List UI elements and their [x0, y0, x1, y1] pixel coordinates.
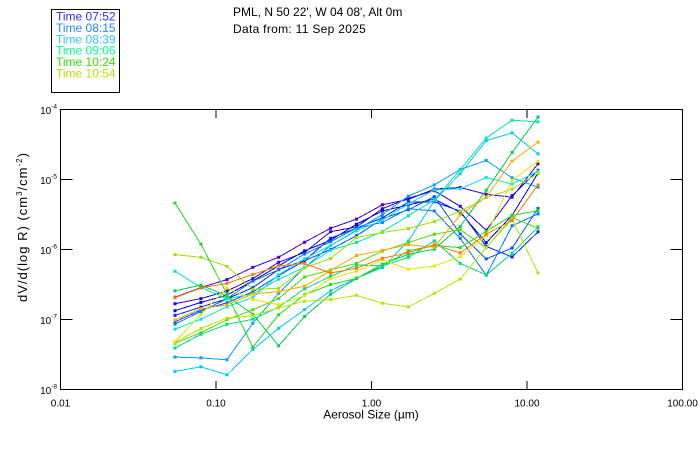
svg-text:1.00: 1.00	[362, 399, 382, 410]
svg-text:10.00: 10.00	[514, 399, 539, 410]
svg-text:Time 09:06: Time 09:06	[56, 44, 116, 58]
svg-text:0.01: 0.01	[51, 399, 71, 410]
svg-text:Time 10:24: Time 10:24	[56, 55, 116, 69]
svg-text:Time 08:15: Time 08:15	[56, 21, 116, 35]
svg-text:Aerosol Size (µm): Aerosol Size (µm)	[323, 408, 419, 422]
svg-text:dV/d(log R) (cm3/cm-2): dV/d(log R) (cm3/cm-2)	[15, 152, 30, 302]
svg-text:PML, N 50 22', W 04 08', Alt 0: PML, N 50 22', W 04 08', Alt 0m	[233, 5, 402, 19]
svg-text:0.10: 0.10	[206, 399, 226, 410]
svg-text:Time 07:52: Time 07:52	[56, 10, 116, 24]
svg-text:Data from: 11 Sep 2025: Data from: 11 Sep 2025	[233, 22, 366, 36]
svg-text:Time 10:54: Time 10:54	[56, 67, 116, 81]
svg-text:Time 08:39: Time 08:39	[56, 32, 116, 46]
svg-text:100.00: 100.00	[667, 399, 698, 410]
